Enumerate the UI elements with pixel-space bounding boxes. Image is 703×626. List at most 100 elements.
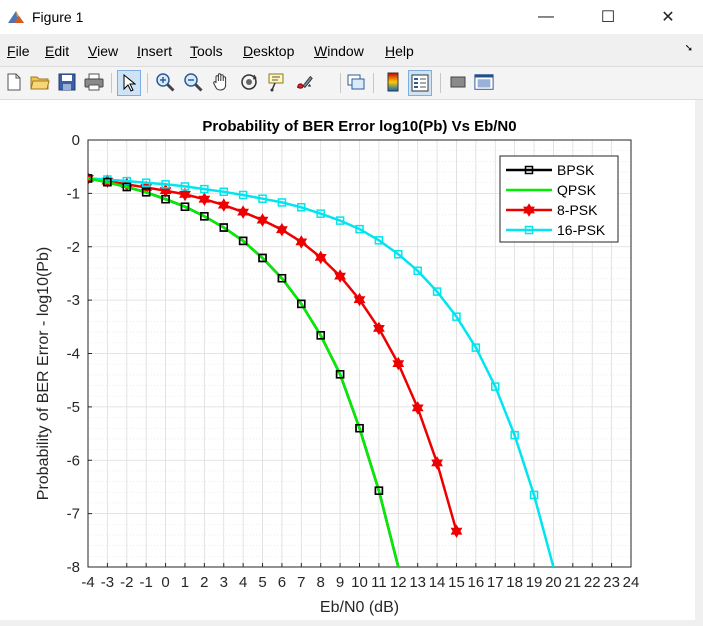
x-tick-label: -1: [140, 574, 153, 591]
data-point: [141, 178, 151, 187]
maximize-icon: ☐: [600, 9, 616, 26]
link-plot-icon[interactable]: [346, 72, 366, 92]
legend-icon[interactable]: [408, 70, 432, 96]
data-cursor-icon[interactable]: [266, 72, 286, 92]
menu-file[interactable]: File: [7, 43, 30, 59]
menubar-overflow-icon[interactable]: ➘: [684, 43, 693, 54]
x-tick-label: 3: [220, 574, 228, 591]
x-tick-label: 7: [297, 574, 305, 591]
data-point: [413, 266, 422, 276]
open-file-icon[interactable]: [30, 72, 50, 92]
data-point: [258, 194, 267, 203]
data-point: [219, 223, 228, 232]
data-point: [524, 165, 534, 175]
x-tick-label: -4: [81, 574, 94, 591]
data-point: [432, 287, 442, 296]
data-point: [491, 382, 500, 391]
data-point: [523, 206, 535, 217]
legend-label: 16-PSK: [557, 222, 606, 238]
matlab-logo-icon: [8, 11, 24, 23]
x-tick-label: 6: [278, 574, 286, 591]
zoom-out-icon[interactable]: [183, 72, 203, 92]
data-point: [141, 188, 151, 197]
maximize-button[interactable]: ☐: [585, 0, 631, 34]
window-title: Figure 1: [32, 9, 84, 25]
toolbar-separator: [340, 73, 341, 93]
x-tick-label: 16: [468, 574, 485, 591]
y-tick-label: -8: [67, 559, 80, 576]
y-axis-label: Probability of BER Error - log10(Pb): [35, 247, 52, 500]
y-tick-label: -2: [67, 239, 80, 256]
pan-hand-icon[interactable]: [211, 72, 231, 92]
x-tick-label: 8: [317, 574, 325, 591]
data-point: [198, 195, 211, 206]
save-icon[interactable]: [57, 72, 77, 92]
hide-plot-tools-icon[interactable]: [448, 72, 468, 92]
series-16-psk: [88, 174, 555, 567]
x-tick-label: 22: [584, 574, 601, 591]
data-point: [524, 225, 534, 235]
toolbar-separator: [440, 73, 441, 93]
data-point: [217, 201, 230, 212]
window-bottom-edge: [0, 620, 703, 626]
data-point: [316, 331, 325, 340]
menu-tools[interactable]: Tools: [190, 43, 223, 59]
new-figure-icon[interactable]: [4, 72, 24, 92]
y-tick-label: -5: [67, 399, 80, 416]
menu-help[interactable]: Help: [385, 43, 414, 59]
data-point: [431, 459, 443, 470]
show-plot-tools-icon[interactable]: [474, 72, 494, 92]
data-point: [200, 184, 209, 194]
data-point: [276, 226, 288, 237]
data-point: [452, 312, 461, 321]
y-tick-label: -7: [67, 506, 80, 523]
data-point: [529, 490, 539, 500]
legend-label: BPSK: [557, 162, 595, 178]
data-point: [392, 360, 405, 371]
data-point: [258, 253, 267, 263]
zoom-in-icon[interactable]: [155, 72, 175, 92]
menu-desktop[interactable]: Desktop: [243, 43, 295, 59]
close-button[interactable]: ✕: [645, 0, 691, 34]
menu-view[interactable]: View: [88, 43, 119, 59]
series-line: [88, 177, 555, 567]
legend[interactable]: BPSK QPSK 8-PSK 16-PSK: [499, 155, 619, 243]
data-point: [394, 249, 403, 259]
data-point: [238, 236, 248, 246]
data-point: [277, 273, 287, 283]
brush-icon[interactable]: [294, 72, 314, 92]
print-icon[interactable]: [84, 72, 104, 92]
x-tick-label: 1: [181, 574, 189, 591]
menu-insert[interactable]: Insert: [137, 43, 173, 59]
data-point: [88, 174, 93, 183]
data-point: [103, 177, 112, 187]
data-point: [161, 180, 170, 189]
menu-edit[interactable]: Edit: [45, 43, 70, 59]
x-tick-label: 15: [448, 574, 465, 591]
window-titlebar: Figure 1 — ☐ ✕: [0, 0, 703, 34]
menubar: File Edit View Insert Tools Desktop Wind…: [0, 38, 703, 64]
rotate-3d-icon[interactable]: [239, 72, 259, 92]
x-tick-label: 11: [371, 574, 387, 591]
data-point: [314, 253, 327, 265]
data-point: [238, 190, 248, 200]
edit-plot-arrow-icon[interactable]: [117, 70, 141, 96]
window-right-edge: [695, 100, 703, 626]
x-tick-label: 2: [200, 574, 208, 591]
chart-title: Probability of BER Error log10(Pb) Vs Eb…: [202, 118, 516, 135]
legend-label: QPSK: [557, 182, 597, 198]
data-point: [374, 236, 384, 245]
figure-toolbar: [0, 66, 703, 100]
series-line: [88, 177, 400, 567]
x-tick-label: 14: [429, 574, 446, 591]
y-tick-label: -1: [67, 185, 80, 202]
data-point: [450, 527, 463, 538]
colorbar-icon[interactable]: [383, 72, 403, 92]
data-point: [180, 202, 190, 211]
x-tick-label: 9: [336, 574, 344, 591]
menu-window[interactable]: Window: [314, 43, 364, 59]
minimize-button[interactable]: —: [523, 0, 569, 34]
x-tick-label: -3: [101, 574, 114, 591]
y-tick-label: -4: [67, 346, 80, 363]
data-point: [334, 272, 346, 283]
